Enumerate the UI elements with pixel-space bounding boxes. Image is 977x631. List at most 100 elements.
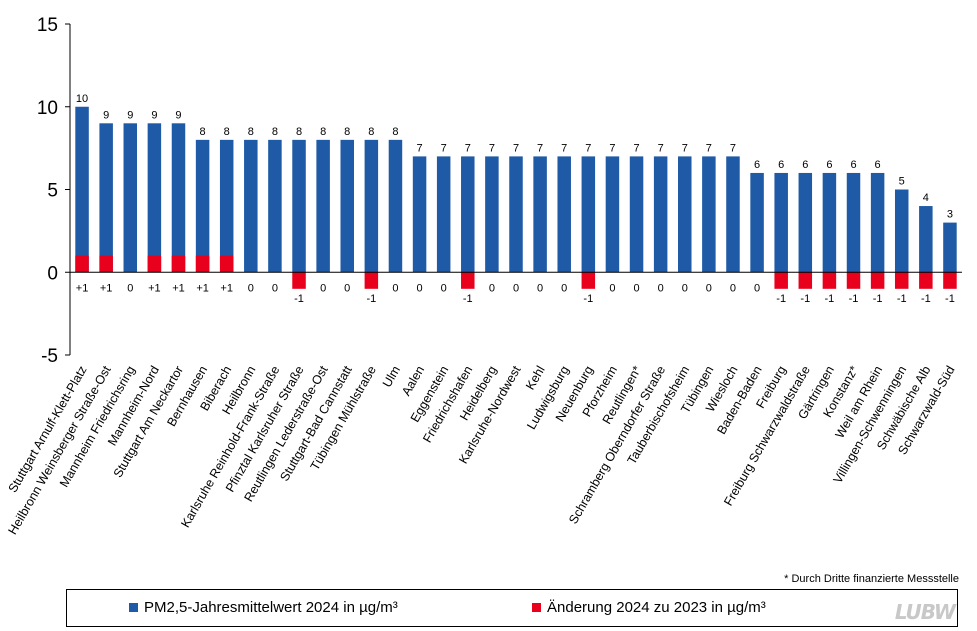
y-tick-label: -5 (41, 346, 58, 367)
change-value-label: 0 (682, 282, 688, 294)
pm25-bar (798, 172, 813, 273)
lubw-logo: LUBW (894, 600, 956, 624)
pm25-bar (822, 172, 837, 273)
change-value-label: 0 (609, 282, 615, 294)
change-value-label: -1 (849, 293, 859, 305)
change-value-label: +1 (148, 282, 161, 294)
pm25-value-label: 6 (875, 159, 881, 171)
pm25-value-label: 9 (127, 109, 133, 121)
change-value-label: +1 (220, 282, 233, 294)
change-bar (75, 255, 89, 273)
pm25-value-label: 8 (296, 126, 302, 138)
pm25-value-label: 6 (826, 159, 832, 171)
pm25-bar (846, 172, 861, 273)
change-bar (99, 255, 113, 273)
change-bar (894, 272, 909, 289)
change-value-label: -1 (800, 293, 810, 305)
pm25-value-label: 7 (465, 142, 471, 154)
change-value-label: -1 (825, 293, 835, 305)
change-bar (461, 272, 475, 289)
change-value-label: -1 (366, 293, 376, 305)
pm25-bar (726, 156, 740, 273)
pm25-bar (461, 156, 475, 273)
change-value-label: 0 (392, 282, 398, 294)
change-bar (195, 255, 210, 273)
pm25-bar (99, 123, 113, 273)
change-value-label: 0 (658, 282, 664, 294)
pm25-bar (75, 106, 89, 273)
pm25-bar (653, 156, 668, 273)
pm25-value-label: 8 (200, 126, 206, 138)
change-value-label: 0 (127, 282, 133, 294)
pm25-value-label: 9 (103, 109, 109, 121)
pm25-bar (244, 139, 258, 273)
change-bar (581, 272, 596, 289)
pm25-value-label: 5 (899, 176, 905, 188)
change-value-label: -1 (294, 293, 304, 305)
pm25-value-label: 4 (923, 192, 929, 204)
legend-item-change: Änderung 2024 zu 2023 in µg/m³ (532, 599, 766, 616)
change-value-label: 0 (248, 282, 254, 294)
legend-swatch-pm25 (129, 603, 138, 612)
pm25-bar (678, 156, 692, 273)
pm25-value-label: 7 (706, 142, 712, 154)
pm25-bar (894, 189, 909, 273)
pm25-value-label: 7 (513, 142, 519, 154)
change-value-label: -1 (463, 293, 473, 305)
pm25-value-label: 7 (561, 142, 567, 154)
change-bar (846, 272, 861, 289)
change-value-label: 0 (561, 282, 567, 294)
pm25-bar (219, 139, 234, 273)
pm25-value-label: 3 (947, 209, 953, 221)
pm25-bar (436, 156, 451, 273)
pm25-bar (268, 139, 282, 273)
pm25-value-label: 10 (76, 93, 88, 105)
change-value-label: +1 (172, 282, 185, 294)
pm25-value-label: 7 (417, 142, 423, 154)
pm25-value-label: 6 (802, 159, 808, 171)
pm25-bar (316, 139, 330, 273)
change-value-label: 0 (272, 282, 278, 294)
pm25-bar (147, 123, 162, 273)
change-value-label: 0 (706, 282, 712, 294)
category-label: Kehl (523, 364, 548, 393)
legend: PM2,5-Jahresmittelwert 2024 in µg/m³ Änd… (66, 589, 958, 627)
change-bar (822, 272, 837, 289)
pm25-value-label: 8 (344, 126, 350, 138)
pm25-value-label: 7 (609, 142, 615, 154)
change-value-label: -1 (776, 293, 786, 305)
change-value-label: 0 (417, 282, 423, 294)
pm25-value-label: 6 (850, 159, 856, 171)
y-tick-label: 5 (47, 181, 58, 202)
pm25-value-label: 7 (585, 142, 591, 154)
pm25-value-label: 7 (730, 142, 736, 154)
change-value-label: -1 (945, 293, 955, 305)
pm25-value-label: 8 (368, 126, 374, 138)
change-bar (219, 255, 234, 273)
change-bar (364, 272, 379, 289)
change-value-label: 0 (489, 282, 495, 294)
change-bar (147, 255, 162, 273)
change-bar (171, 255, 186, 273)
pm25-bar (774, 172, 788, 273)
legend-label-pm25: PM2,5-Jahresmittelwert 2024 in µg/m³ (144, 599, 398, 616)
pm25-bar (171, 123, 186, 273)
pm25-value-label: 8 (320, 126, 326, 138)
change-value-label: 0 (513, 282, 519, 294)
pm25-bar (364, 139, 379, 273)
change-bar (774, 272, 788, 289)
pm25-bar (195, 139, 210, 273)
legend-swatch-change (532, 603, 541, 612)
pm25-bar (557, 156, 571, 273)
pm25-value-label: 6 (754, 159, 760, 171)
change-value-label: 0 (537, 282, 543, 294)
pm25-bar (412, 156, 427, 273)
change-bar (798, 272, 813, 289)
y-tick-label: 10 (37, 98, 58, 119)
pm25-value-label: 8 (224, 126, 230, 138)
change-value-label: +1 (196, 282, 209, 294)
change-value-label: 0 (320, 282, 326, 294)
change-value-label: 0 (344, 282, 350, 294)
pm25-value-label: 7 (658, 142, 664, 154)
